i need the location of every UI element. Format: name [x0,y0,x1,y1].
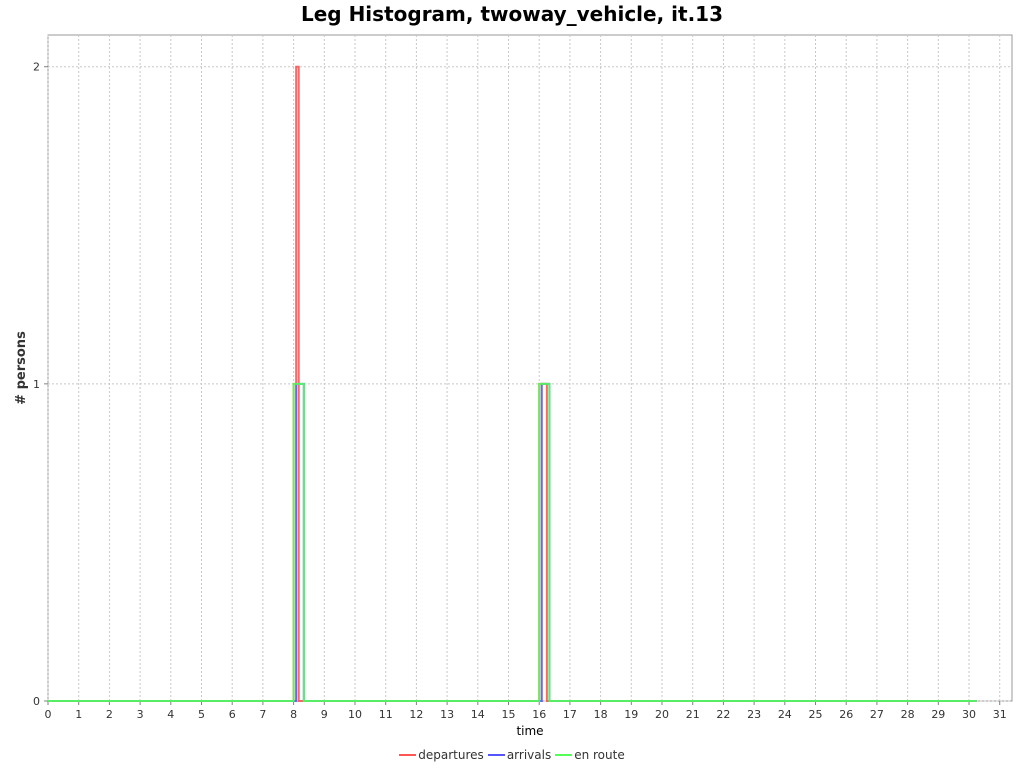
x-tick-label: 28 [901,708,915,721]
x-tick-label: 3 [137,708,144,721]
series-layer [48,65,977,702]
legend-label: arrivals [506,748,552,762]
x-tick-label: 7 [259,708,266,721]
x-tick-label: 31 [993,708,1007,721]
legend-swatch [399,753,417,756]
y-tick-label: 2 [33,61,40,74]
y-tick-label: 1 [33,378,40,391]
legend: departures arrivals en route [0,748,1024,762]
legend-swatch [555,753,573,756]
chart-title: Leg Histogram, twoway_vehicle, it.13 [300,2,723,26]
x-tick-label: 25 [809,708,823,721]
x-tick-label: 18 [594,708,608,721]
x-tick-label: 14 [471,708,485,721]
x-tick-label: 0 [45,708,52,721]
x-tick-label: 4 [167,708,174,721]
legend-swatch [487,753,505,756]
x-axis-label: time [516,724,543,738]
legend-label: departures [418,748,484,762]
x-tick-label: 26 [839,708,853,721]
x-tick-label: 15 [502,708,516,721]
x-tick-label: 11 [379,708,393,721]
x-tick-label: 24 [778,708,792,721]
x-tick-label: 22 [716,708,730,721]
x-tick-label: 27 [870,708,884,721]
x-tick-label: 1 [75,708,82,721]
y-tick-label: 0 [33,695,40,708]
x-tick-label: 21 [686,708,700,721]
x-tick-label: 23 [747,708,761,721]
series-line-en-route [48,382,977,702]
x-tick-label: 9 [321,708,328,721]
legend-item: departures [399,748,484,762]
y-axis-label: # persons [14,331,29,405]
x-tick-label: 20 [655,708,669,721]
x-tick-label: 16 [532,708,546,721]
x-tick-label: 2 [106,708,113,721]
x-tick-label: 10 [348,708,362,721]
axis-layer: 0 1 2 3 4 5 6 7 8 9 10 11 12 13 14 15 16 17 18 19 20 21 22 23 24… [33,61,1007,721]
legend-item: en route [555,748,625,762]
x-tick-label: 8 [290,708,297,721]
x-tick-label: 30 [962,708,976,721]
plot-area [47,34,1013,702]
x-tick-label: 6 [229,708,236,721]
x-tick-label: 19 [624,708,638,721]
legend-label: en route [574,748,625,762]
x-tick-label: 13 [440,708,454,721]
x-tick-label: 12 [409,708,423,721]
x-tick-label: 29 [931,708,945,721]
x-tick-label: 17 [563,708,577,721]
x-tick-label: 5 [198,708,205,721]
legend-item: arrivals [487,748,552,762]
